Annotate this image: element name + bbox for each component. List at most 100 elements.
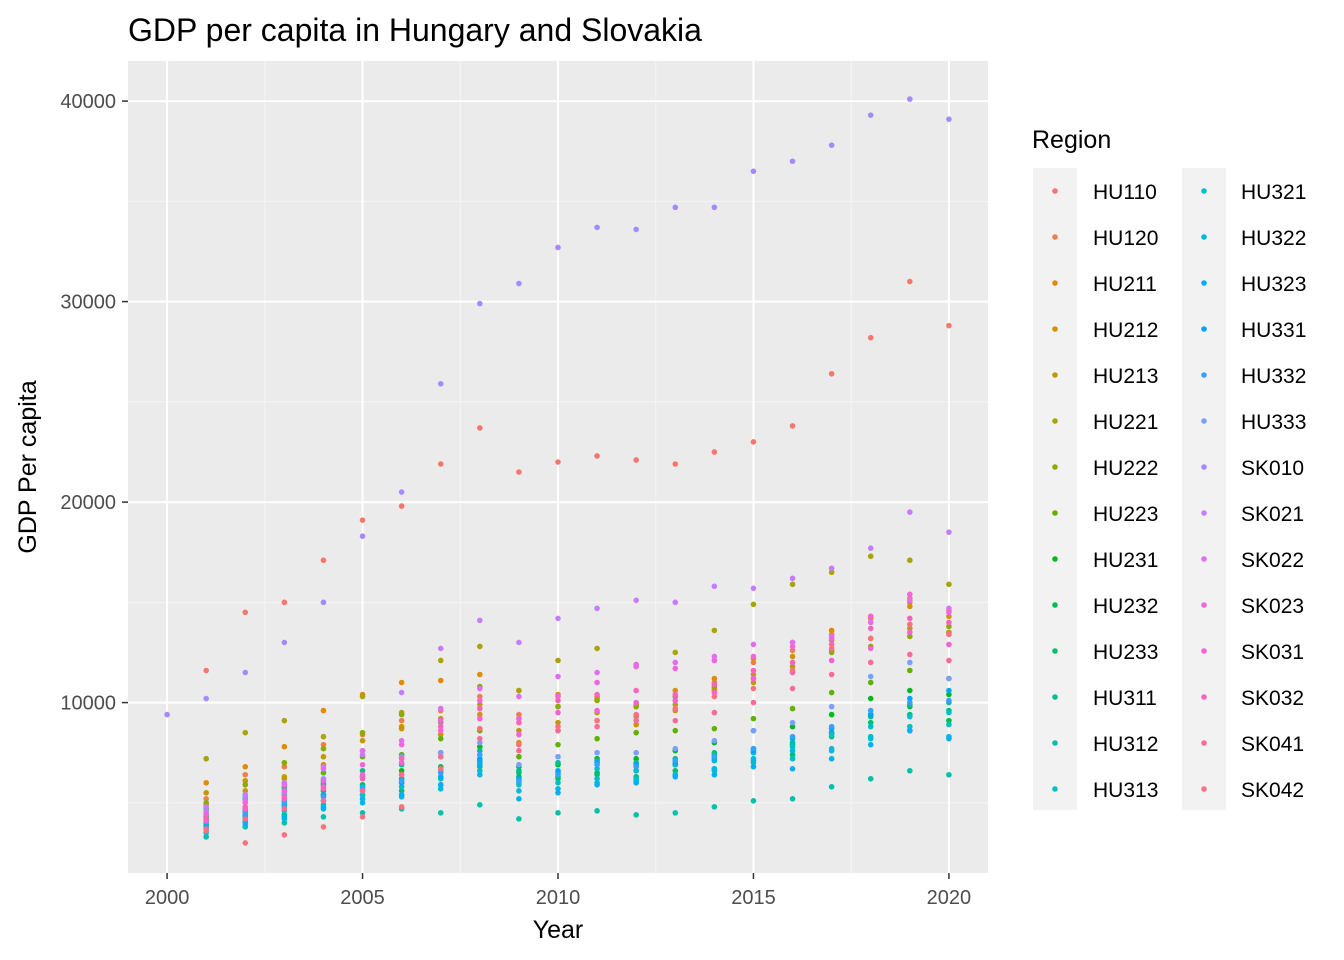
point-hu231	[867, 695, 874, 702]
y-tick-label: 10000	[60, 693, 116, 715]
point-hu221	[789, 581, 796, 588]
point-hu120	[750, 659, 757, 666]
point-hu233	[789, 751, 796, 758]
point-hu221	[516, 687, 522, 694]
point-sk041	[750, 699, 757, 706]
point-hu211	[398, 679, 405, 686]
point-hu333	[477, 739, 483, 746]
point-hu223	[867, 679, 874, 686]
point-sk021	[594, 605, 600, 612]
legend-label-sk042: SK042	[1241, 779, 1304, 802]
point-hu323	[516, 796, 522, 802]
point-sk021	[555, 615, 561, 622]
point-hu312	[711, 804, 718, 810]
point-hu120	[789, 647, 796, 654]
point-hu322	[437, 785, 444, 792]
point-sk021	[711, 583, 718, 590]
point-sk010	[203, 695, 209, 702]
point-sk021	[672, 599, 679, 606]
point-hu223	[789, 705, 796, 712]
point-hu222	[555, 703, 561, 710]
point-hu333	[437, 749, 444, 756]
legend-label-sk022: SK022	[1241, 549, 1304, 572]
point-sk041	[594, 723, 600, 730]
point-hu321	[907, 713, 913, 720]
point-hu213	[320, 753, 327, 760]
point-hu332	[477, 751, 483, 758]
point-hu311	[477, 747, 483, 754]
legend-key-hu323	[1201, 280, 1207, 286]
point-sk032	[828, 641, 835, 648]
point-hu333	[867, 673, 874, 680]
point-hu120	[281, 763, 288, 770]
legend-key-hu212	[1052, 326, 1058, 332]
point-hu212	[789, 653, 796, 660]
point-hu311	[711, 749, 718, 756]
legend-label-hu211: HU211	[1093, 273, 1157, 296]
point-sk042	[516, 741, 522, 748]
point-sk021	[242, 792, 249, 798]
point-hu312	[320, 814, 327, 820]
point-hu213	[555, 719, 561, 726]
point-sk023	[320, 777, 327, 784]
legend: Region HU110 HU120 HU211 HU212 HU213 HU221 HU2…	[1032, 126, 1306, 810]
point-sk023	[711, 657, 718, 664]
point-hu110	[242, 609, 249, 616]
point-sk031	[750, 675, 757, 682]
legend-key-hu110	[1052, 188, 1058, 194]
point-hu221	[867, 553, 874, 560]
point-hu331	[437, 773, 444, 780]
point-sk031	[711, 689, 718, 696]
point-hu231	[789, 723, 796, 730]
point-hu332	[828, 723, 835, 730]
legend-label-hu223: HU223	[1093, 503, 1158, 526]
legend-label-sk021: SK021	[1241, 503, 1304, 526]
point-sk042	[594, 717, 600, 724]
point-hu332	[555, 771, 561, 778]
point-hu211	[672, 687, 679, 694]
point-hu221	[594, 645, 600, 652]
point-sk032	[907, 615, 913, 622]
point-hu110	[750, 439, 757, 445]
point-hu222	[828, 649, 835, 656]
point-hu311	[359, 767, 366, 774]
point-hu212	[907, 603, 913, 610]
point-sk042	[946, 631, 952, 638]
point-sk032	[711, 681, 718, 688]
point-hu211	[828, 627, 835, 634]
point-sk010	[750, 168, 757, 175]
point-sk042	[437, 765, 444, 772]
point-sk021	[828, 565, 835, 572]
point-hu222	[594, 697, 600, 704]
point-hu222	[359, 729, 366, 736]
point-hu323	[750, 763, 757, 770]
point-sk031	[477, 715, 483, 722]
point-hu332	[320, 794, 327, 800]
legend-key-sk023	[1201, 602, 1207, 608]
legend-key-sk032	[1201, 694, 1207, 700]
point-sk031	[867, 645, 874, 652]
point-sk022	[789, 639, 796, 646]
point-hu331	[477, 755, 483, 762]
point-hu120	[320, 741, 327, 748]
point-hu110	[516, 469, 522, 475]
point-sk042	[203, 828, 209, 834]
point-hu212	[477, 711, 483, 718]
point-hu332	[633, 763, 639, 770]
point-sk021	[750, 585, 757, 592]
legend-key-hu211	[1052, 280, 1058, 286]
x-axis-label: Year	[533, 916, 584, 944]
point-hu313	[477, 767, 483, 774]
point-hu323	[281, 814, 288, 820]
point-hu221	[281, 717, 288, 724]
point-hu213	[281, 773, 288, 780]
point-hu313	[907, 723, 913, 730]
point-hu333	[672, 745, 679, 752]
point-sk041	[359, 787, 366, 794]
point-hu110	[711, 449, 718, 455]
point-sk023	[203, 812, 209, 818]
x-tick-label: 2020	[927, 887, 972, 909]
point-sk042	[242, 840, 249, 846]
point-sk031	[516, 731, 522, 738]
point-hu120	[398, 717, 405, 724]
